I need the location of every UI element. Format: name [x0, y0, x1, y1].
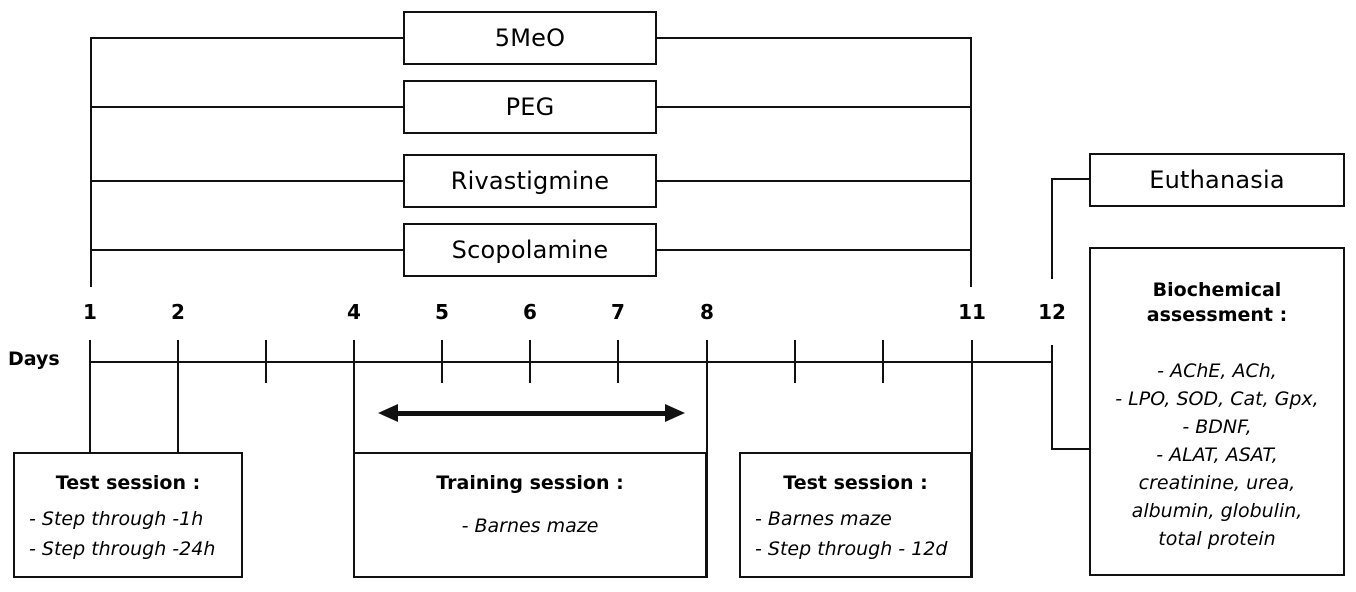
- day-label-1: 1: [83, 300, 97, 324]
- tick-day-10: [882, 340, 884, 383]
- session-item: - Barnes maze: [461, 515, 599, 537]
- treatment-row-line-right-5meo: [657, 37, 972, 39]
- biochemical-title-line1: Biochemical: [1152, 279, 1282, 301]
- tick-day-6: [529, 340, 531, 383]
- treatment-label-5meo: 5MeO: [494, 24, 566, 52]
- training-session-box: Training session : - Barnes maze: [353, 452, 707, 578]
- test-session-2-title: Test session :: [783, 472, 928, 494]
- right-group-connector-line: [970, 37, 972, 287]
- biochemical-items: - AChE, ACh, - LPO, SOD, Cat, Gpx, - BDN…: [1091, 357, 1343, 553]
- day-label-4: 4: [347, 300, 361, 324]
- tick-day-2: [177, 340, 179, 453]
- biochemical-item: - LPO, SOD, Cat, Gpx,: [1115, 388, 1319, 410]
- test-session-1-box: Test session : - Step through -1h - Step…: [13, 452, 243, 578]
- biochemical-title: Biochemical assessment :: [1091, 278, 1343, 328]
- tick-day-4: [353, 340, 355, 453]
- training-arrow-left-head: [378, 404, 398, 422]
- treatment-row-line-right-rivastigmine: [657, 180, 972, 182]
- session-item: - Step through -1h: [29, 508, 204, 530]
- biochemical-title-line2: assessment :: [1146, 304, 1288, 326]
- training-arrow-right-head: [665, 404, 685, 422]
- treatment-row-line-right-scopolamine: [657, 249, 972, 251]
- tick-day-12-lower: [1051, 345, 1053, 450]
- tick-day-1: [89, 340, 91, 453]
- day-label-6: 6: [523, 300, 537, 324]
- left-group-connector-line: [90, 37, 92, 287]
- tick-day-11: [971, 340, 973, 578]
- test-session-1-items: - Step through -1h - Step through -24h: [15, 504, 241, 564]
- day-label-5: 5: [435, 300, 449, 324]
- training-session-items: - Barnes maze: [355, 511, 705, 541]
- day-label-11: 11: [958, 300, 986, 324]
- euthanasia-label: Euthanasia: [1149, 166, 1285, 194]
- euthanasia-box: Euthanasia: [1089, 153, 1345, 207]
- treatment-box-5meo: 5MeO: [403, 11, 657, 65]
- tick-day-5: [441, 340, 443, 383]
- biochemical-item: albumin, globulin,: [1131, 500, 1303, 522]
- treatment-box-peg: PEG: [403, 80, 657, 134]
- training-arrow-shaft: [394, 411, 667, 416]
- tick-day-9: [794, 340, 796, 383]
- tick-day-3: [265, 340, 267, 383]
- treatment-row-line-left-rivastigmine: [90, 180, 403, 182]
- timeline-axis: [90, 361, 1053, 363]
- treatment-row-line-right-peg: [657, 106, 972, 108]
- session-item: - Barnes maze: [755, 508, 892, 530]
- biochemical-connector-line: [1051, 448, 1091, 450]
- treatment-row-line-left-scopolamine: [90, 249, 403, 251]
- day-label-7: 7: [611, 300, 625, 324]
- day-label-12: 12: [1038, 300, 1066, 324]
- training-session-title: Training session :: [436, 472, 624, 494]
- euthanasia-connector-line: [1051, 178, 1091, 180]
- day-label-8: 8: [700, 300, 714, 324]
- biochemical-item: creatinine, urea,: [1138, 472, 1296, 494]
- treatment-row-line-left-peg: [90, 106, 403, 108]
- biochemical-assessment-box: Biochemical assessment : - AChE, ACh, - …: [1089, 247, 1345, 576]
- test-session-1-title: Test session :: [55, 472, 201, 494]
- tick-day-12-upper: [1051, 179, 1053, 279]
- tick-day-8: [706, 340, 708, 578]
- biochemical-item: - BDNF,: [1182, 416, 1252, 438]
- day-label-2: 2: [171, 300, 185, 324]
- treatment-row-line-left-5meo: [90, 37, 403, 39]
- biochemical-item: - ALAT, ASAT,: [1156, 444, 1278, 466]
- treatment-box-rivastigmine: Rivastigmine: [403, 154, 657, 208]
- treatment-label-peg: PEG: [505, 93, 555, 121]
- treatment-label-scopolamine: Scopolamine: [451, 236, 609, 264]
- test-session-2-box: Test session : - Barnes maze - Step thro…: [739, 452, 972, 578]
- biochemical-item: - AChE, ACh,: [1157, 360, 1277, 382]
- session-item: - Step through - 12d: [755, 538, 948, 560]
- session-item: - Step through -24h: [29, 538, 216, 560]
- treatment-label-rivastigmine: Rivastigmine: [450, 167, 610, 195]
- tick-day-7: [617, 340, 619, 383]
- biochemical-item: total protein: [1158, 528, 1276, 550]
- test-session-2-items: - Barnes maze - Step through - 12d: [741, 504, 970, 564]
- treatment-box-scopolamine: Scopolamine: [403, 223, 657, 277]
- days-axis-caption: Days: [8, 348, 60, 370]
